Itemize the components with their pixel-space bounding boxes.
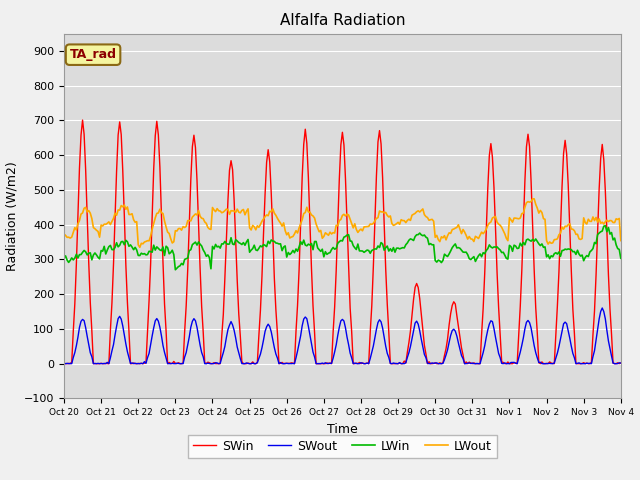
LWout [484, 222, 492, 228]
LWin [484, 246, 492, 252]
Line: SWin: SWin [64, 84, 640, 364]
Title: Alfalfa Radiation: Alfalfa Radiation [280, 13, 405, 28]
Line: LWin: LWin [64, 226, 640, 270]
Legend: SWin, SWout, LWin, LWout: SWin, SWout, LWin, LWout [188, 435, 497, 458]
LWout [136, 244, 143, 250]
LWin [80, 248, 88, 253]
SWout [80, 318, 88, 324]
LWin [60, 255, 68, 261]
SWout [571, 355, 579, 360]
LWout [80, 205, 88, 211]
LWin [637, 223, 640, 228]
LWin [99, 248, 106, 254]
SWin [61, 361, 69, 367]
Y-axis label: Radiation (W/m2): Radiation (W/m2) [5, 161, 19, 271]
LWout [60, 231, 68, 237]
Line: LWout: LWout [64, 199, 640, 247]
LWout [366, 221, 374, 227]
SWout [365, 361, 372, 367]
SWin [82, 167, 90, 173]
Text: TA_rad: TA_rad [70, 48, 116, 61]
Line: SWout: SWout [64, 308, 640, 364]
LWin [572, 252, 580, 257]
SWin [100, 361, 108, 367]
LWin [366, 251, 374, 256]
LWout [99, 223, 106, 229]
SWout [99, 361, 106, 367]
SWin [484, 185, 492, 191]
X-axis label: Time: Time [327, 423, 358, 436]
LWout [529, 196, 536, 202]
SWin [636, 81, 640, 87]
SWout [483, 335, 490, 340]
SWout [598, 305, 606, 311]
SWin [366, 329, 374, 335]
SWin [572, 360, 580, 366]
LWout [573, 231, 581, 237]
SWin [60, 360, 68, 366]
LWin [172, 267, 179, 273]
SWout [60, 361, 68, 367]
